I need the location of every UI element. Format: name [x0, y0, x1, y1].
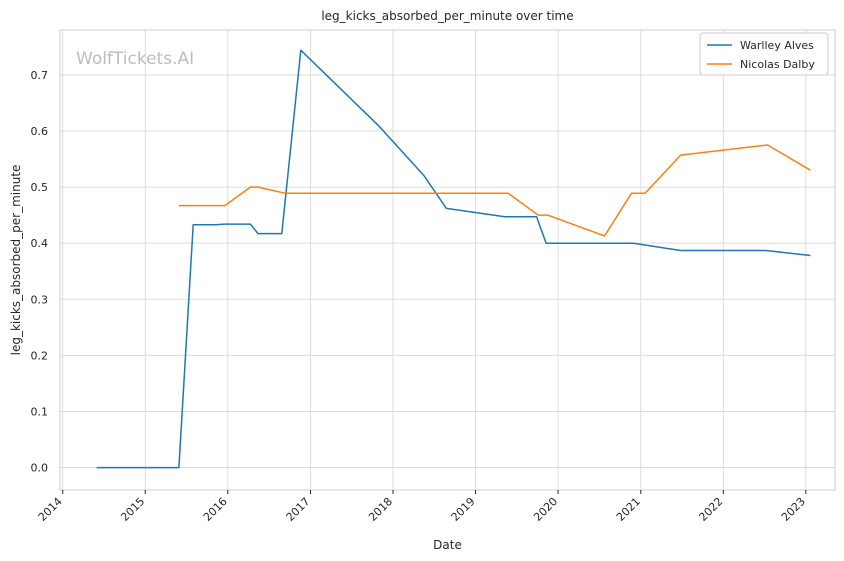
- x-tick-label: 2023: [779, 495, 808, 524]
- x-tick-label: 2020: [531, 495, 560, 524]
- x-axis-label: Date: [433, 538, 462, 552]
- chart-title: leg_kicks_absorbed_per_minute over time: [321, 9, 573, 23]
- grid: [60, 30, 835, 490]
- y-axis-ticks: 0.0 0.1 0.2 0.3 0.4 0.5 0.6 0.7: [31, 69, 49, 475]
- x-tick-label: 2021: [614, 495, 643, 524]
- x-tick-label: 2017: [284, 495, 313, 524]
- series-layer: [96, 49, 811, 469]
- y-tick-label: 0.4: [31, 237, 49, 250]
- plot-frame: [59, 29, 836, 491]
- y-tick-label: 0.0: [31, 462, 49, 475]
- x-axis-ticks: 2014 2015 2016 2017 2018 2019 2020 2021 2022 2023: [36, 490, 808, 524]
- series-line-1: [178, 144, 811, 237]
- x-tick-label: 2016: [201, 495, 230, 524]
- y-tick-label: 0.6: [31, 125, 49, 138]
- y-tick-label: 0.1: [31, 405, 49, 418]
- x-tick-label: 2019: [449, 495, 478, 524]
- x-tick-label: 2022: [696, 495, 725, 524]
- legend-label-1: Nicolas Dalby: [740, 58, 815, 71]
- y-tick-label: 0.7: [31, 69, 49, 82]
- x-tick-label: 2014: [36, 495, 65, 524]
- watermark: WolfTickets.AI: [76, 49, 194, 69]
- x-tick-label: 2018: [366, 495, 395, 524]
- legend-label-0: Warlley Alves: [740, 39, 814, 52]
- y-tick-label: 0.5: [31, 181, 49, 194]
- y-axis-label: leg_kicks_absorbed_per_minute: [9, 165, 23, 356]
- legend: Warlley Alves Nicolas Dalby: [699, 32, 829, 76]
- y-tick-label: 0.3: [31, 293, 49, 306]
- y-tick-label: 0.2: [31, 349, 49, 362]
- series-line-0: [96, 49, 811, 469]
- x-tick-label: 2015: [118, 495, 147, 524]
